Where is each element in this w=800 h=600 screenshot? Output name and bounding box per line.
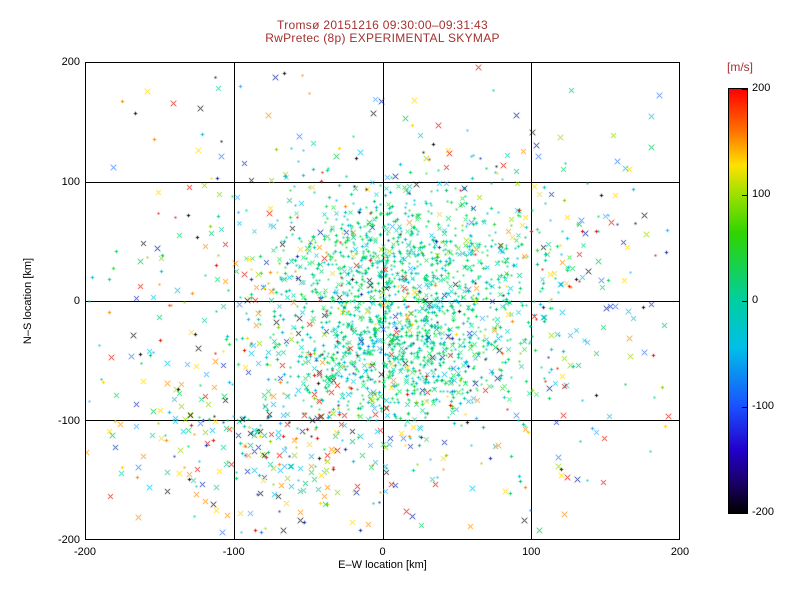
plot-subtitle: RwPretec (8p) EXPERIMENTAL SKYMAP [265,31,500,45]
y-tick-label: 200 [61,56,80,68]
colorbar-tick-label: 100 [752,188,771,200]
colorbar [728,88,748,514]
plot-frame [85,62,680,540]
colorbar-tick [742,89,747,90]
colorbar-tick [742,512,747,513]
x-axis-label: E–W location [km] [338,559,427,571]
colorbar-tick-label: 0 [752,294,759,306]
x-tick-label: 100 [522,546,541,558]
colorbar-tick [742,301,747,302]
colorbar-tick-label: -100 [752,400,775,412]
x-tick-label: -200 [73,546,97,558]
y-tick-label: 0 [73,295,80,307]
y-tick-label: -100 [57,414,80,427]
x-tick-label: 0 [379,546,386,558]
colorbar-unit-label: [m/s] [727,60,753,74]
colorbar-tick [742,407,747,408]
colorbar-tick-label: 200 [752,82,771,94]
scatter-canvas [86,63,679,539]
y-tick-label: -200 [57,534,80,546]
y-axis-label: N–S location [km] [22,257,34,345]
x-tick-label: -100 [222,546,245,558]
colorbar-tick-label: -200 [752,506,775,518]
plot-title: Tromsø 20151216 09:30:00–09:31:43 [277,18,488,32]
colorbar-tick [742,195,747,196]
y-tick-label: 100 [61,175,80,188]
x-tick-label: 200 [670,546,690,558]
